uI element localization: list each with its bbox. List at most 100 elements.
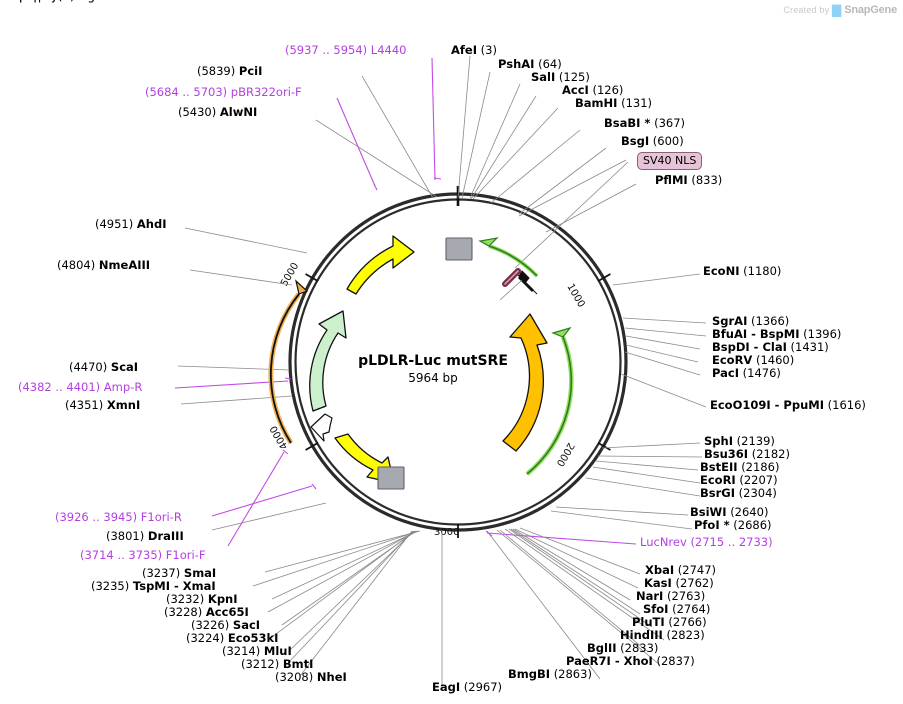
label-nari[interactable]: NarI (2763) [636,590,705,602]
label-position: (2640) [730,505,769,519]
label-bsu36i[interactable]: Bsu36I (2182) [704,448,790,460]
label-ahdi[interactable]: (4951) AhdI [95,218,167,230]
label-name: KpnI [207,592,238,606]
label-ecorv[interactable]: EcoRV (1460) [712,354,794,366]
label-kasi[interactable]: KasI (2762) [644,577,714,589]
label-draiii[interactable]: (3801) DraIII [106,530,184,542]
label-smai[interactable]: (3237) SmaI [142,567,216,579]
label-position: (3228) [164,605,203,619]
label-alwni[interactable]: (5430) AlwNI [178,106,257,118]
label-name: F1ori-R [140,510,182,524]
feature-ampr[interactable]: AmpR [0,0,347,412]
feature-luciferase[interactable]: luciferase [0,0,548,452]
label-tspmi-xmai[interactable]: (3235) TspMI - XmaI [91,580,216,592]
label-name: BmgBI [508,667,551,681]
label-bfuai-bspmi[interactable]: BfuAI - BspMI (1396) [712,328,841,340]
label-position: (2304) [738,486,777,500]
label-bsgi[interactable]: BsgI (600) [621,135,684,147]
feature-ori[interactable]: ori [0,0,415,295]
label-kpni[interactable]: (3232) KpnI [166,593,238,605]
snapgene-logo-icon: ▇ [832,3,842,17]
label-acc65i[interactable]: (3228) Acc65I [164,606,249,618]
label-hindiii[interactable]: HindIII (2823) [620,629,705,641]
label-afei[interactable]: AfeI (3) [451,44,497,56]
label-bstEII[interactable]: BstEII (2186) [700,461,779,473]
label-nmeaiii[interactable]: (4804) NmeAIII [57,259,150,271]
label-bamhi[interactable]: BamHI (131) [575,97,652,109]
tick-label-2000: 2000 [554,441,576,469]
label-name: Bsu36I [704,447,749,461]
feature-label-f1-ori: f1 ori [0,0,30,3]
label-bsabi[interactable]: BsaBI * (367) [604,117,685,129]
label-name: ScaI [110,360,139,374]
label-f1ori-r[interactable]: (3926 .. 3945) F1ori-R [55,511,182,523]
feature-ampr-promoter[interactable]: AmpR promoter [0,0,333,442]
label-xbai[interactable]: XbaI (2747) [645,564,716,576]
label-name: NmeAIII [98,258,151,272]
label-pflmi[interactable]: PflMI (833) [655,174,722,186]
label-l4440[interactable]: (5937 .. 5954) L4440 [285,44,406,56]
label-lucnrev[interactable]: LucNrev (2715 .. 2733) [640,536,773,548]
label-paer7i-xhoi[interactable]: PaeR7I - XhoI (2837) [566,655,695,667]
label-position: (600) [652,134,684,148]
label-position: (2763) [667,589,706,603]
label-sali[interactable]: SalI (125) [531,71,590,83]
label-mlui[interactable]: (3214) MluI [222,645,292,657]
feature-sv40-polya-top[interactable]: SV40 poly(A) signal [0,0,473,261]
label-name: PluTI [632,615,665,629]
sv40-nls-badge[interactable]: SV40 NLS [637,152,703,170]
label-pshai[interactable]: PshAI (64) [498,58,562,70]
label-bsiwi[interactable]: BsiWI (2640) [690,506,768,518]
feature-label-small-t-intron: small t intron [0,0,76,3]
label-sphi[interactable]: SphI (2139) [704,435,775,447]
label-position: (4951) [95,217,134,231]
label-name: KasI [644,576,672,590]
label-position: (125) [558,70,590,84]
label-name: PciI [238,64,263,78]
feature-sv40-polya-bottom[interactable]: SV40 poly(A) signal [0,0,405,490]
label-name: EagI [432,680,461,694]
label-position: (833) [691,173,723,187]
label-eagi[interactable]: EagI (2967) [432,681,502,693]
label-bspdi-clai[interactable]: BspDI - ClaI (1431) [712,341,829,353]
label-xmni[interactable]: (4351) XmnI [65,399,140,411]
label-eco53ki[interactable]: (3224) Eco53kI [186,632,278,644]
label-name: SgrAI [712,314,748,328]
label-bmgbi[interactable]: BmgBI (2863) [508,668,592,680]
label-paci[interactable]: PacI (1476) [712,367,781,379]
label-amp-r[interactable]: (4382 .. 4401) Amp-R [18,381,142,393]
label-name: BsrGI [700,486,735,500]
label-position: (2139) [736,434,775,448]
feature-sv40-nls[interactable] [502,161,629,287]
label-econi[interactable]: EcoNI (1180) [703,265,781,277]
label-position: (3208) [275,670,314,684]
label-name: BglII [587,641,617,655]
label-ecoo109i-ppumi[interactable]: EcoO109I - PpuMI (1616) [710,399,866,411]
label-bglii[interactable]: BglII (2833) [587,642,658,654]
label-saci[interactable]: (3226) SacI [191,619,260,631]
label-scai[interactable]: (4470) ScaI [69,361,138,373]
label-name: EcoRV [712,353,753,367]
label-acci[interactable]: AccI (126) [562,84,623,96]
label-bsrgi[interactable]: BsrGI (2304) [700,487,777,499]
label-pluti[interactable]: PluTI (2766) [632,616,707,628]
label-pbr322ori-f[interactable]: (5684 .. 5703) pBR322ori-F [145,86,302,98]
label-position: (2764) [672,602,711,616]
label-position: (1431) [790,340,829,354]
label-position: (1366) [751,314,790,328]
label-ecori[interactable]: EcoRI (2207) [700,474,778,486]
label-f1ori-f[interactable]: (3714 .. 3735) F1ori-F [80,549,205,561]
label-name: Acc65I [205,605,249,619]
label-bmti[interactable]: (3212) BmtI [241,658,313,670]
label-sgrai[interactable]: SgrAI (1366) [712,315,789,327]
label-position: (367) [654,116,686,130]
label-pcii[interactable]: (5839) PciI [197,65,262,77]
label-pfoi[interactable]: PfoI * (2686) [694,519,772,531]
label-name: MluI [263,644,292,658]
label-position: (2762) [675,576,714,590]
label-nhei[interactable]: (3208) NheI [275,671,347,683]
label-name: AhdI [136,217,167,231]
label-sfoi[interactable]: SfoI (2764) [643,603,710,615]
label-name: BsgI [621,134,650,148]
